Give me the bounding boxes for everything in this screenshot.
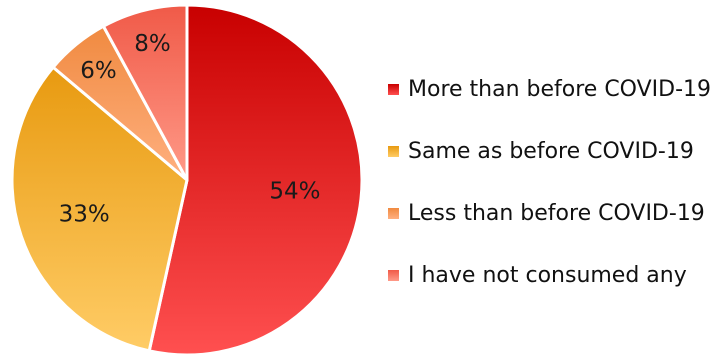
legend-label: I have not consumed any (408, 262, 687, 288)
legend-item: Same as before COVID-19 (388, 120, 711, 182)
legend-swatch (388, 269, 399, 281)
legend: More than before COVID-19 Same as before … (388, 58, 711, 306)
legend-item: I have not consumed any (388, 244, 711, 306)
pie-slices (10, 3, 364, 355)
legend-label: Less than before COVID-19 (408, 200, 705, 226)
pie-slice (101, 3, 189, 182)
pie-chart: 54% 33% 6% 8% (10, 3, 364, 355)
legend-label: Same as before COVID-19 (408, 138, 694, 164)
legend-item: Less than before COVID-19 (388, 182, 711, 244)
pie-data-label: 33% (59, 201, 110, 227)
legend-swatch (388, 83, 399, 95)
pie-data-label: 6% (80, 58, 117, 84)
pie-data-label: 8% (134, 31, 171, 57)
legend-swatch (388, 207, 399, 219)
pie-data-label: 54% (269, 178, 320, 204)
pie-slice (10, 65, 189, 353)
pie-data-labels: 54% 33% 6% 8% (59, 31, 321, 228)
pie-slice (147, 3, 364, 355)
legend-swatch (388, 145, 399, 157)
legend-label: More than before COVID-19 (408, 76, 712, 102)
legend-item: More than before COVID-19 (388, 58, 711, 120)
